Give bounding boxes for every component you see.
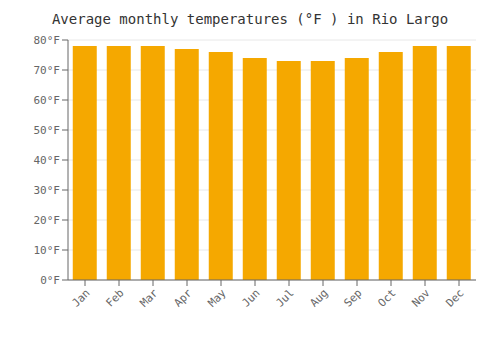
svg-text:60°F: 60°F xyxy=(34,94,61,107)
svg-text:Jul: Jul xyxy=(273,286,296,309)
html-text:Average monthly temperatures (: Average monthly temperatures (°F ) in Ri… xyxy=(51,11,449,27)
svg-text:50°F: 50°F xyxy=(34,124,61,137)
svg-text:Jun: Jun xyxy=(239,286,262,309)
svg-text:Feb: Feb xyxy=(103,286,126,309)
svg-text:10°F: 10°F xyxy=(34,244,61,257)
svg-text:May: May xyxy=(205,286,229,310)
svg-text:30°F: 30°F xyxy=(34,184,61,197)
svg-text:40°F: 40°F xyxy=(34,154,61,167)
svg-text:Mar: Mar xyxy=(137,286,161,310)
svg-text:Sep: Sep xyxy=(341,286,364,309)
svg-text:70°F: 70°F xyxy=(34,64,61,77)
svg-text:0°F: 0°F xyxy=(40,274,60,287)
svg-text:Nov: Nov xyxy=(409,286,433,310)
svg-text:80°F: 80°F xyxy=(34,34,61,47)
svg-text:Dec: Dec xyxy=(443,286,466,309)
svg-text:Apr: Apr xyxy=(171,286,195,310)
svg-text:20°F: 20°F xyxy=(34,214,61,227)
svg-text:Oct: Oct xyxy=(375,286,398,309)
svg-text:Aug: Aug xyxy=(307,286,330,309)
svg-text:Jan: Jan xyxy=(69,286,92,309)
